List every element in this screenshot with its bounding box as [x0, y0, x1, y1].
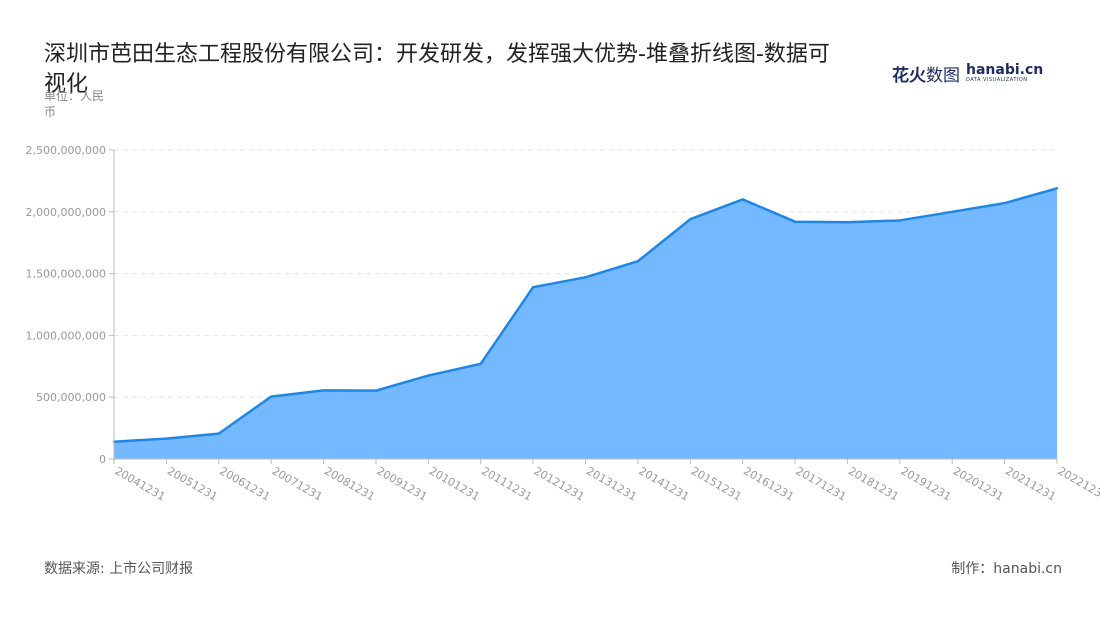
logo-en: hanabi.cn DATA VISUALIZATION	[966, 63, 1043, 83]
x-tick-label: 20041231	[113, 464, 168, 503]
data-point	[689, 218, 692, 221]
x-tick-label: 20171231	[794, 464, 849, 503]
unit-label: 单位：人民币	[44, 89, 105, 119]
x-tick-label: 20051231	[165, 464, 220, 503]
x-tick-label: 20071231	[270, 464, 325, 503]
data-point	[217, 432, 220, 435]
x-tick-label: 20201231	[951, 464, 1006, 503]
x-tick-label: 20141231	[636, 464, 691, 503]
x-tick-label: 20161231	[741, 464, 796, 503]
x-tick-label: 20121231	[532, 464, 587, 503]
data-point	[793, 220, 797, 223]
brand-logo: 花火数图 hanabi.cn DATA VISUALIZATION	[892, 60, 1043, 86]
x-tick-label: 20181231	[846, 464, 901, 503]
axis-layer	[109, 149, 1058, 464]
data-point	[951, 210, 954, 213]
x-tick-label: 20061231	[217, 464, 272, 503]
logo-cn: 花火数图	[892, 61, 960, 86]
x-tick-label: 20091231	[374, 464, 429, 503]
data-point	[741, 198, 744, 201]
data-point	[165, 437, 168, 440]
y-tick-label: 2,500,000,000	[26, 144, 106, 157]
data-point	[898, 219, 902, 222]
data-point	[322, 389, 325, 392]
data-point	[531, 285, 535, 289]
data-point	[479, 362, 482, 366]
data-source: 数据来源: 上市公司财报	[44, 561, 194, 577]
data-point	[846, 221, 849, 224]
y-tick-label: 500,000,000	[36, 391, 106, 404]
data-point	[584, 276, 587, 279]
area-layer	[112, 187, 1059, 459]
x-tick-label: 20191231	[898, 464, 953, 503]
data-point	[374, 389, 378, 392]
credit: 制作：hanabi.cn	[951, 561, 1062, 577]
y-tick-label: 2,000,000,000	[26, 206, 106, 219]
y-tick-label: 1,000,000,000	[26, 329, 106, 342]
x-tick-label: 20221231	[1056, 464, 1100, 503]
logo-en-brand: hanabi.cn	[966, 62, 1044, 78]
x-tick-label: 20081231	[322, 464, 377, 503]
logo-cn-light: 数图	[926, 65, 960, 86]
logo-cn-bold: 花火	[892, 65, 926, 86]
x-tick-label: 20131231	[584, 464, 639, 503]
x-tick-label: 20111231	[479, 464, 534, 503]
x-tick-label: 20101231	[427, 464, 482, 503]
series-area	[114, 188, 1057, 459]
logo-en-sub: DATA VISUALIZATION	[966, 77, 1028, 83]
chart-title: 深圳市芭田生态工程股份有限公司：开发研发，发挥强大优势-堆叠折线图-数据可视化	[44, 42, 830, 97]
y-tick-label: 1,500,000,000	[26, 268, 106, 281]
y-tick-label: 0	[99, 453, 106, 466]
x-tick-label: 20211231	[1003, 464, 1058, 503]
data-point	[1003, 201, 1006, 205]
data-point	[427, 374, 430, 377]
data-point	[1055, 187, 1059, 190]
data-point	[269, 395, 273, 398]
x-tick-label: 20151231	[689, 464, 744, 503]
data-point	[636, 260, 640, 263]
